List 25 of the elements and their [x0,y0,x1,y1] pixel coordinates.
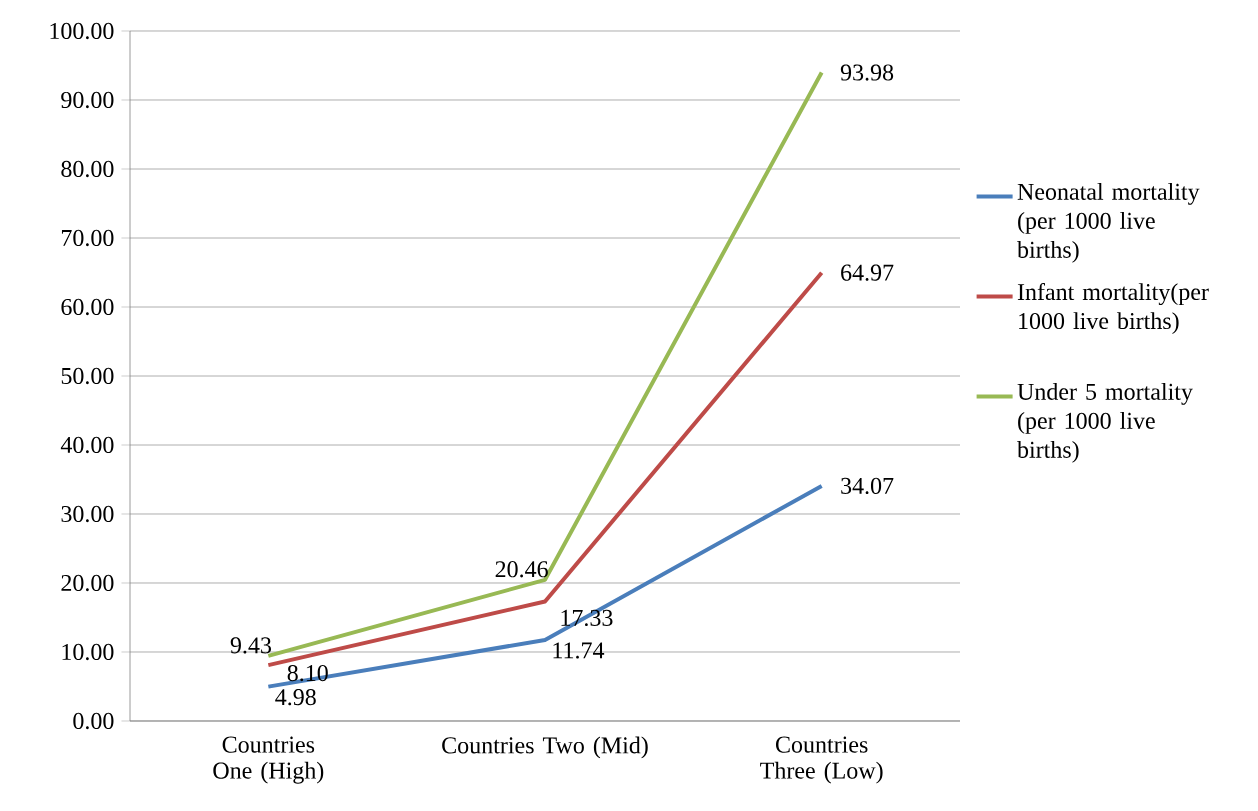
data-label: 9.43 [230,637,272,654]
x-tick-label: Countries Three (Low) [760,736,883,784]
y-tick-label: 30.00 [61,505,114,523]
legend-label: Under 5 mortality (per 1000 live births) [1017,383,1193,463]
y-tick-label: 100.00 [50,22,114,40]
y-tick-label: 80.00 [61,160,114,178]
y-tick-label: 50.00 [61,367,114,385]
x-tick-label: Countries One (High) [213,736,324,784]
legend-label: Infant mortality(per 1000 live births) [1017,283,1209,335]
data-label: 34.07 [841,477,894,495]
y-tick-label: 20.00 [61,574,114,592]
data-label: 11.74 [553,642,605,659]
data-label: 8.10 [287,664,328,682]
y-tick-label: 90.00 [61,91,114,109]
data-label: 93.98 [840,64,894,81]
y-tick-label: 40.00 [60,436,114,454]
data-label: 4.98 [275,689,316,706]
legend-label: Neonatal mortality (per 1000 live births) [1017,183,1200,263]
data-label: 64.97 [841,264,894,281]
data-label: 20.46 [495,561,548,578]
y-tick-label: 10.00 [62,643,114,661]
y-tick-label: 70.00 [61,229,114,247]
y-tick-label: 60.00 [61,298,114,316]
x-tick-label: Countries Two (Mid) [442,736,648,759]
y-tick-label: 0.00 [73,712,114,730]
